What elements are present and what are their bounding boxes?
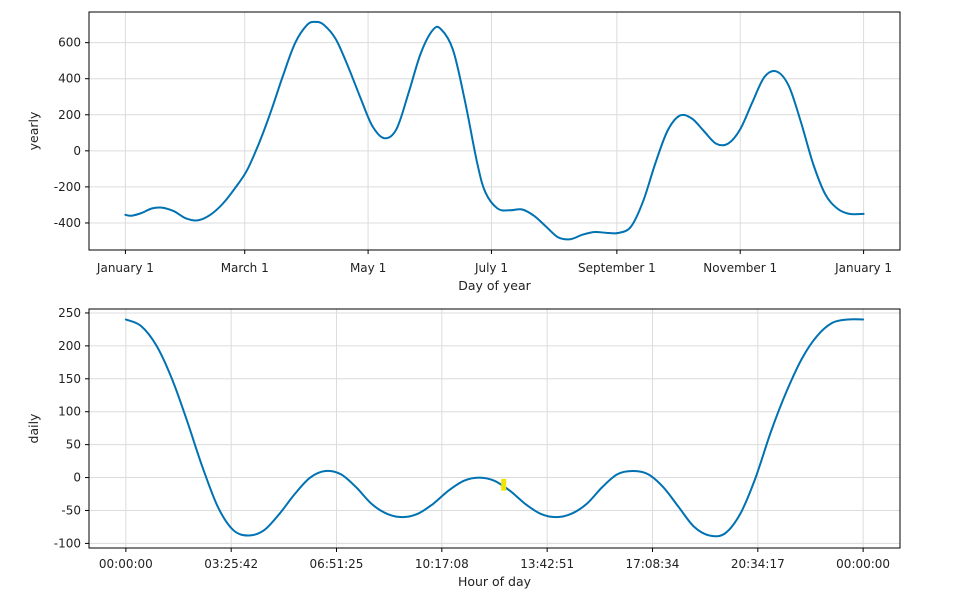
daily-y-tick-label: 50 bbox=[66, 438, 81, 452]
yearly-x-tick-label: March 1 bbox=[221, 261, 269, 275]
daily-y-tick-label: 150 bbox=[58, 372, 81, 386]
daily-y-tick-label: -100 bbox=[54, 536, 81, 550]
daily-x-tick-label: 10:17:08 bbox=[415, 557, 469, 571]
yearly-x-tick-label: January 1 bbox=[96, 261, 154, 275]
daily-x-axis-label: Hour of day bbox=[458, 574, 532, 589]
daily-x-tick-label: 00:00:00 bbox=[99, 557, 153, 571]
daily-y-axis-label: daily bbox=[26, 413, 41, 444]
yearly-series-line bbox=[124, 20, 865, 241]
yearly-x-tick-label: July 1 bbox=[474, 261, 508, 275]
daily-x-tick-label: 00:00:00 bbox=[836, 557, 890, 571]
daily-x-tick-label: 06:51:25 bbox=[310, 557, 364, 571]
daily-x-tick-label: 20:34:17 bbox=[731, 557, 785, 571]
daily-x-tick-label: 13:42:51 bbox=[520, 557, 574, 571]
daily-y-tick-label: 250 bbox=[58, 306, 81, 320]
yearly-x-tick-label: November 1 bbox=[703, 261, 777, 275]
yearly-panel: January 1 March 1 May 1 July 1 September 1 No… bbox=[26, 11, 901, 293]
daily-series-line bbox=[124, 318, 865, 538]
daily-highlight-marker bbox=[501, 478, 507, 491]
daily-y-tick-label: -50 bbox=[61, 503, 81, 517]
yearly-x-axis-label: Day of year bbox=[458, 278, 531, 293]
yearly-y-axis-label: yearly bbox=[26, 111, 41, 150]
yearly-x-tick-label: September 1 bbox=[578, 261, 656, 275]
daily-panel: 00:00:00 03:25:42 06:51:25 10:17:08 13:42:51… bbox=[26, 306, 901, 589]
daily-y-tick-label: 100 bbox=[58, 405, 81, 419]
yearly-x-tick-label: January 1 bbox=[834, 261, 892, 275]
yearly-y-tick-label: -200 bbox=[54, 180, 81, 194]
yearly-y-tick-label: -400 bbox=[54, 216, 81, 230]
daily-axes-frame bbox=[88, 308, 901, 549]
yearly-y-tick-label: 200 bbox=[58, 108, 81, 122]
yearly-x-tick-label: May 1 bbox=[350, 261, 386, 275]
yearly-y-tick-label: 400 bbox=[58, 72, 81, 86]
daily-x-tick-label: 03:25:42 bbox=[204, 557, 258, 571]
yearly-y-tick-label: 0 bbox=[73, 144, 81, 158]
daily-y-tick-label: 0 bbox=[73, 471, 81, 485]
daily-y-tick-label: 200 bbox=[58, 339, 81, 353]
daily-x-tick-label: 17:08:34 bbox=[626, 557, 680, 571]
yearly-y-tick-label: 600 bbox=[58, 36, 81, 50]
yearly-axes-frame bbox=[88, 11, 901, 251]
